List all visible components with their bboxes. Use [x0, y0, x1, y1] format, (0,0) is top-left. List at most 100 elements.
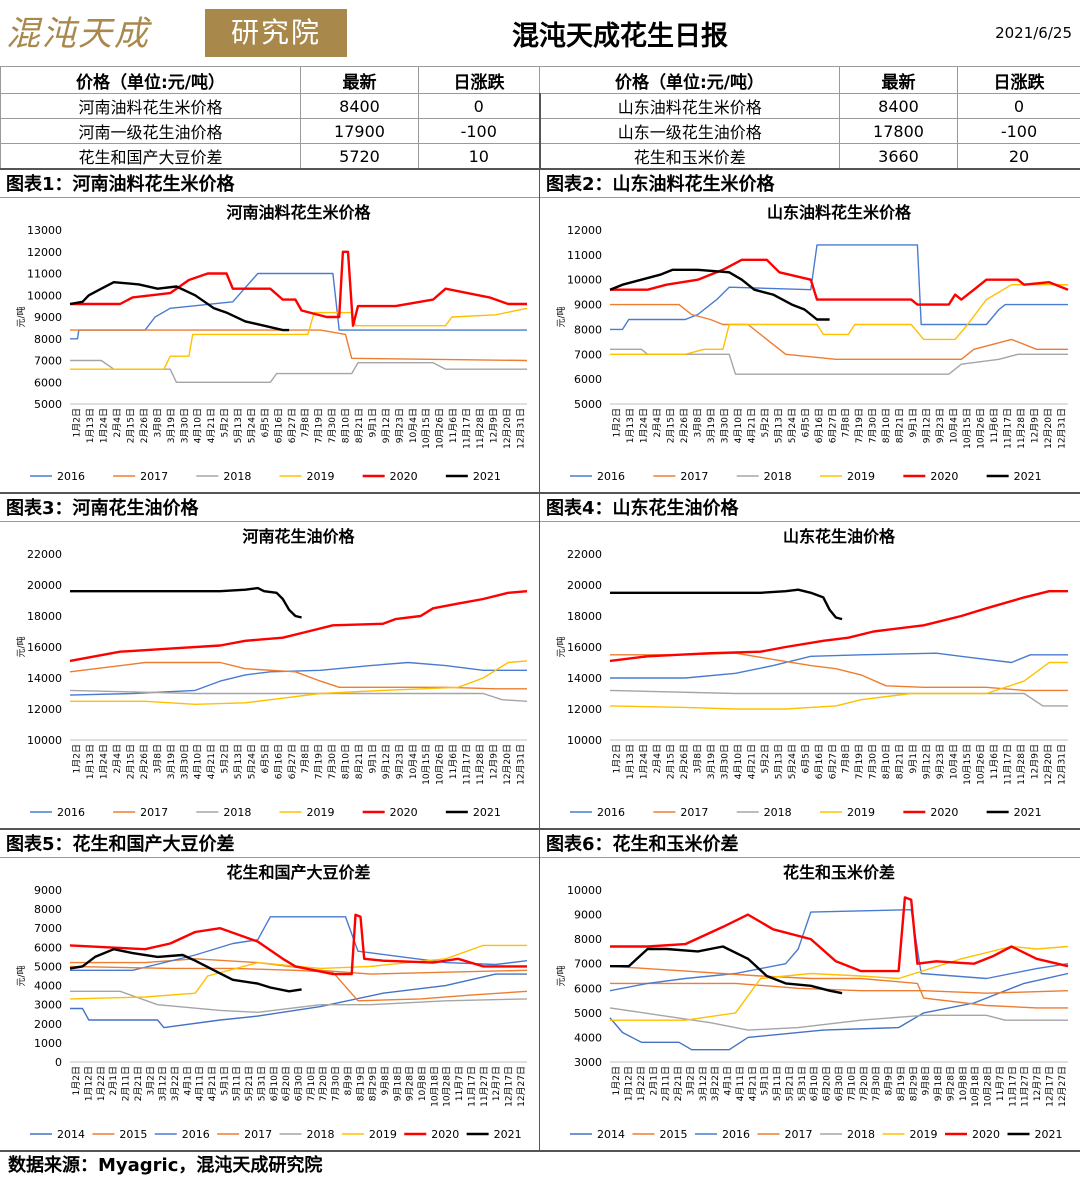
x-tick-label: 6月27日 [287, 744, 298, 779]
table-cell: 8400 [300, 93, 419, 119]
x-tick-label: 8月10日 [341, 408, 352, 443]
x-tick-label: 3月8日 [693, 408, 704, 437]
x-tick-label: 1月22日 [96, 1066, 107, 1101]
legend-label-2020: 2020 [390, 806, 418, 819]
x-tick-label: 12月9日 [1029, 408, 1040, 443]
legend-label-2020: 2020 [930, 470, 958, 483]
y-tick-label: 5000 [574, 398, 602, 411]
legend-label-2019: 2019 [847, 470, 875, 483]
chart-title: 河南油料花生米价格 [226, 203, 371, 222]
x-tick-label: 11月17日 [462, 408, 473, 449]
x-tick-label: 1月2日 [71, 1066, 82, 1095]
x-tick-label: 5月11日 [232, 1066, 243, 1101]
x-tick-label: 10月18日 [429, 1066, 440, 1107]
series-line-2019 [610, 284, 1068, 355]
legend-label-2021: 2021 [473, 470, 501, 483]
x-tick-label: 3月19日 [706, 744, 717, 779]
x-tick-label: 5月31日 [256, 1066, 267, 1101]
y-tick-label: 8000 [574, 933, 602, 946]
x-tick-label: 6月27日 [827, 408, 838, 443]
x-tick-label: 8月9日 [343, 1066, 354, 1095]
x-tick-label: 8月21日 [895, 408, 906, 443]
x-tick-label: 11月6日 [448, 408, 459, 443]
y-tick-label: 8000 [34, 333, 62, 346]
series-line-2021 [70, 586, 302, 619]
x-tick-label: 5月1日 [760, 1066, 771, 1095]
legend-label-2017: 2017 [244, 1128, 272, 1141]
legend-label-2020: 2020 [972, 1128, 1000, 1141]
series-line-2017 [69, 661, 527, 690]
y-tick-label: 22000 [567, 548, 602, 561]
x-tick-label: 4月10日 [733, 744, 744, 779]
x-tick-label: 11月7日 [454, 1066, 465, 1101]
x-tick-label: 6月20日 [281, 1066, 292, 1101]
table-header-cell: 最新 [300, 66, 419, 94]
legend-label-2020: 2020 [930, 806, 958, 819]
legend-label-2020: 2020 [431, 1128, 459, 1141]
x-tick-label: 9月18日 [933, 1066, 944, 1101]
x-tick-label: 12月31日 [515, 408, 526, 449]
x-tick-label: 1月24日 [99, 744, 110, 779]
x-tick-label: 7月30日 [871, 1066, 882, 1101]
x-tick-label: 12月17日 [503, 1066, 514, 1107]
x-tick-label: 11月17日 [1007, 1066, 1018, 1107]
y-axis-label: 元/吨 [15, 636, 27, 657]
x-tick-label: 11月17日 [466, 1066, 477, 1107]
x-tick-label: 7月20日 [859, 1066, 870, 1101]
x-tick-label: 2月4日 [652, 744, 663, 773]
y-tick-label: 7000 [574, 958, 602, 971]
x-tick-label: 10月15日 [962, 744, 973, 785]
y-tick-label: 5000 [574, 1007, 602, 1020]
y-tick-label: 1000 [34, 1037, 62, 1050]
table-cell: 20 [957, 143, 1080, 169]
table-row: 河南一级花生油价格 17900 -100 山东一级花生油价格 17800 -10… [0, 118, 1080, 144]
x-tick-label: 3月8日 [693, 744, 704, 773]
x-tick-label: 10月8日 [417, 1066, 428, 1101]
x-tick-label: 3月30日 [720, 408, 731, 443]
legend-label-2017: 2017 [140, 806, 168, 819]
y-tick-label: 11000 [567, 249, 602, 262]
legend-label-2021: 2021 [473, 806, 501, 819]
x-tick-label: 7月30日 [868, 408, 879, 443]
x-tick-label: 7月19日 [854, 408, 865, 443]
series-line-2016 [610, 244, 1068, 331]
legend-label-2021: 2021 [1014, 806, 1042, 819]
y-tick-label: 13000 [27, 224, 62, 237]
x-tick-label: 5月24日 [246, 408, 257, 443]
table-cell: 17800 [839, 118, 958, 144]
x-tick-label: 1月13日 [625, 408, 636, 443]
y-tick-label: 7000 [34, 355, 62, 368]
series-line-2015 [70, 958, 528, 975]
x-tick-label: 1月13日 [625, 744, 636, 779]
legend-label-2018: 2018 [764, 470, 792, 483]
x-tick-label: 12月7日 [491, 1066, 502, 1101]
x-tick-label: 4月10日 [193, 408, 204, 443]
x-tick-label: 3月19日 [166, 408, 177, 443]
x-tick-label: 3月12日 [698, 1066, 709, 1101]
x-tick-label: 2月15日 [666, 744, 677, 779]
x-tick-label: 10月4日 [949, 408, 960, 443]
series-line-2018 [70, 990, 528, 1013]
y-tick-label: 2000 [34, 1018, 62, 1031]
x-tick-label: 6月27日 [287, 408, 298, 443]
x-tick-label: 4月21日 [746, 408, 757, 443]
x-tick-label: 2月15日 [666, 408, 677, 443]
x-tick-label: 12月9日 [1029, 744, 1040, 779]
y-tick-label: 6000 [574, 982, 602, 995]
x-tick-label: 8月10日 [341, 744, 352, 779]
panel-title: 图表6：花生和玉米价差 [540, 828, 1080, 858]
series-line-2020 [610, 258, 1069, 306]
series-line-2018 [69, 689, 528, 702]
legend-label-2017: 2017 [680, 470, 708, 483]
series-line-2016 [70, 916, 528, 971]
table-header-cell: 日涨跌 [418, 66, 540, 94]
series-line-2016 [609, 909, 1069, 992]
x-tick-label: 9月8日 [380, 1066, 391, 1095]
x-tick-label: 10月28日 [442, 1066, 453, 1107]
logo-badge: 研究院 [205, 9, 347, 57]
column-divider [539, 168, 540, 1150]
x-tick-label: 8月10日 [881, 744, 892, 779]
y-tick-label: 12000 [27, 703, 62, 716]
y-tick-label: 9000 [574, 299, 602, 312]
table-header-cell: 最新 [839, 66, 958, 94]
